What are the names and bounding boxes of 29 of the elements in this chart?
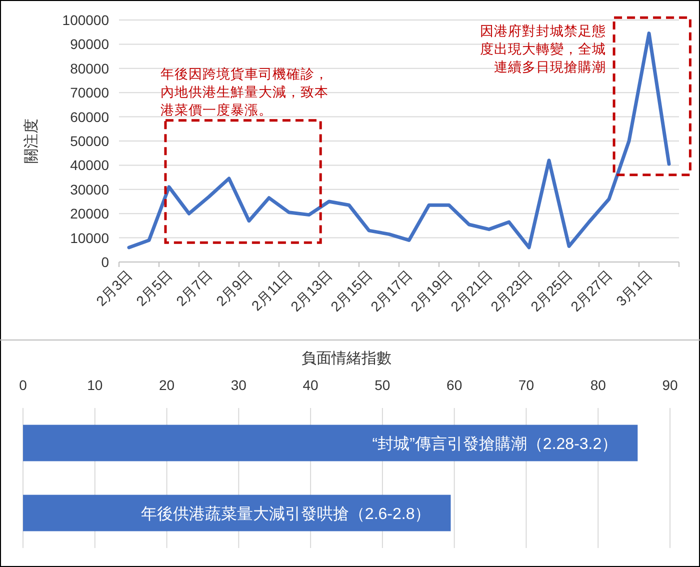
y-tick-label: 40000: [70, 157, 110, 174]
x-tick-label: 2月5日: [132, 266, 176, 309]
x-tick-label: 20: [158, 377, 175, 393]
x-tick-label: 40: [302, 377, 319, 393]
y-tick-label: 年後供港蔬菜量大減引發哄搶（2.6-2.8）: [140, 505, 431, 523]
x-tick-label: 60: [446, 377, 462, 393]
x-tick-label: 80: [590, 377, 606, 393]
y-tick-label: 50000: [70, 133, 110, 149]
y-axis-title: 關注度: [23, 118, 40, 164]
y-tick-label: 20000: [70, 206, 110, 222]
y-tick-label: “封城”傳言引發搶購潮（2.28-3.2）: [372, 435, 618, 453]
y-tick-label: 10000: [70, 230, 110, 246]
x-tick-label: 2月7日: [172, 266, 216, 309]
annotation: 因港府對封城禁足態度出現大轉變，全城連續多日現搶購潮: [480, 24, 606, 75]
x-tick-label: 30: [230, 377, 247, 393]
x-tick-label: 3月1日: [612, 266, 656, 309]
x-tick-label: 90: [662, 377, 678, 393]
x-tick-label: 70: [518, 377, 534, 393]
annotation: 年後因跨境貨車司機確診，內地供港生鮮量大減，致本港菜價一度暴漲。: [160, 66, 328, 118]
x-axis-title: 負面情緒指數: [302, 350, 392, 367]
y-tick-label: 80000: [70, 60, 110, 76]
y-tick-label: 60000: [70, 108, 110, 125]
y-tick-label: 90000: [70, 36, 110, 52]
x-tick-label: 0: [19, 377, 28, 393]
x-tick-label: 50: [374, 377, 390, 393]
y-tick-label: 100000: [62, 12, 110, 28]
y-tick-label: 30000: [70, 181, 110, 198]
x-tick-label: 10: [87, 377, 103, 393]
y-tick-label: 70000: [70, 84, 110, 101]
